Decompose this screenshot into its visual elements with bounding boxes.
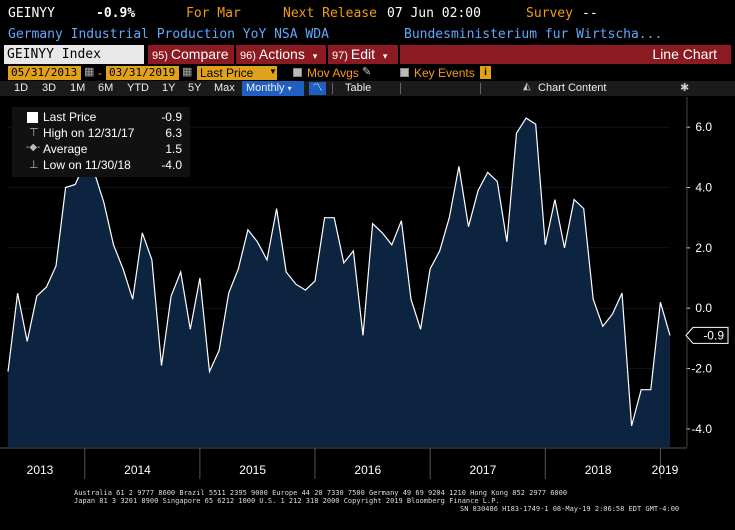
chart-content-icon: ◭ bbox=[523, 81, 531, 92]
y-tick-label: -4.0 bbox=[691, 422, 712, 436]
next-release-label: Next Release bbox=[283, 6, 377, 21]
low-marker-icon: ⊥ bbox=[29, 159, 39, 171]
x-tick-label: 2013 bbox=[27, 463, 54, 477]
survey-value: -- bbox=[582, 6, 598, 21]
separator bbox=[332, 83, 333, 94]
chart-controls: 05/31/2013 ▦ - 03/31/2019 ▦ Last Price ▼… bbox=[0, 65, 735, 81]
x-tick-label: 2019 bbox=[652, 463, 679, 477]
legend-high-label: High on 12/31/17 bbox=[43, 126, 135, 140]
gear-icon[interactable]: ✱ bbox=[680, 82, 690, 94]
range-bar: 1D 3D 1M 6M YTD 1Y 5Y Max Monthly ▾ 〽 Ta… bbox=[0, 81, 735, 96]
last-value-tag bbox=[685, 326, 729, 344]
x-tick-label: 2016 bbox=[354, 463, 381, 477]
x-tick-label: 2017 bbox=[470, 463, 497, 477]
footer: Australia 61 2 9777 8600 Brazil 5511 239… bbox=[0, 485, 735, 530]
actions-button[interactable]: 96) Actions ▾ bbox=[236, 45, 326, 64]
calendar-icon[interactable]: ▦ bbox=[182, 66, 193, 78]
area-fill bbox=[8, 118, 670, 447]
series-line bbox=[7, 117, 671, 427]
field-select-value: Last Price bbox=[200, 66, 254, 80]
footer-contacts-line: Australia 61 2 9777 8600 Brazil 5511 239… bbox=[74, 489, 568, 497]
series-source[interactable]: Bundesministerium fur Wirtscha... bbox=[404, 27, 663, 42]
actions-label: Actions bbox=[258, 46, 305, 62]
calendar-icon[interactable]: ▦ bbox=[84, 66, 95, 78]
line-chart-icon[interactable]: 〽 bbox=[309, 82, 326, 95]
edit-number: 97) bbox=[332, 50, 348, 62]
range-3d[interactable]: 3D bbox=[42, 82, 57, 94]
high-marker-icon: ⊤ bbox=[29, 127, 39, 139]
series-description: Germany Industrial Production YoY NSA WD… bbox=[8, 27, 329, 42]
legend-average-label: Average bbox=[43, 142, 88, 156]
range-1y[interactable]: 1Y bbox=[162, 82, 176, 94]
range-ytd[interactable]: YTD bbox=[127, 82, 149, 94]
average-marker-icon: -◆- bbox=[26, 142, 41, 153]
legend-last-value: -0.9 bbox=[161, 110, 182, 124]
last-price-swatch bbox=[27, 112, 38, 123]
security-input[interactable]: GEINYY Index bbox=[4, 45, 144, 64]
edit-dropdown-icon: ▾ bbox=[382, 51, 388, 61]
date-separator: - bbox=[98, 66, 102, 80]
change-percent: -0.9% bbox=[96, 6, 136, 21]
y-tick-label: 4.0 bbox=[695, 181, 712, 195]
x-tick-label: 2018 bbox=[585, 463, 612, 477]
legend-low-value: -4.0 bbox=[161, 158, 182, 172]
header-row: GEINYY -0.9% For Mar Next Release 07 Jun… bbox=[0, 0, 735, 26]
range-1d[interactable]: 1D bbox=[14, 82, 29, 94]
y-tick-label: -2.0 bbox=[691, 362, 712, 376]
actions-dropdown-icon: ▾ bbox=[312, 51, 318, 61]
footer-copyright-line: Japan 81 3 3201 8900 Singapore 65 6212 1… bbox=[74, 497, 500, 505]
y-tick-label: 0.0 bbox=[695, 301, 712, 315]
frequency-value: Monthly bbox=[246, 82, 285, 94]
end-date-field[interactable]: 03/31/2019 bbox=[106, 66, 179, 80]
separator bbox=[480, 83, 481, 94]
toolbar: GEINYY Index 95) Compare 96) Actions ▾ 97)… bbox=[0, 45, 735, 64]
chevron-down-icon[interactable]: ▼ bbox=[269, 67, 277, 76]
chart-legend: Last Price -0.9 ⊤ High on 12/31/17 6.3 -… bbox=[12, 107, 190, 177]
survey-label: Survey bbox=[526, 6, 573, 21]
next-release-date: 07 Jun 02:00 bbox=[387, 6, 481, 21]
range-5y[interactable]: 5Y bbox=[188, 82, 202, 94]
y-tick-label: 6.0 bbox=[695, 120, 712, 134]
footer-session-line: SN 830486 H183-1749-1 08-May-19 2:06:58 … bbox=[460, 505, 680, 513]
legend-average-value: 1.5 bbox=[165, 142, 182, 156]
compare-number: 95) bbox=[152, 50, 168, 62]
ticker-code: GEINYY bbox=[8, 6, 55, 21]
line-chart: 6.0 4.0 2.0 0.0 -2.0 -4.0 -0.9 2013 2014 2015 201… bbox=[0, 97, 729, 479]
edit-label: Edit bbox=[350, 46, 376, 62]
last-value-label: -0.9 bbox=[703, 328, 724, 342]
pencil-icon[interactable]: ✎ bbox=[362, 66, 372, 78]
chart-type-label: Line Chart bbox=[400, 45, 731, 64]
chart-content-button[interactable]: Chart Content bbox=[538, 82, 607, 94]
info-icon[interactable]: i bbox=[480, 66, 491, 79]
edit-button[interactable]: 97) Edit ▾ bbox=[328, 45, 398, 64]
chevron-down-icon: ▾ bbox=[287, 84, 292, 93]
mov-avgs-label[interactable]: Mov Avgs bbox=[307, 66, 359, 80]
mov-avgs-checkbox[interactable] bbox=[293, 68, 302, 77]
range-1m[interactable]: 1M bbox=[70, 82, 86, 94]
key-events-label[interactable]: Key Events bbox=[414, 66, 475, 80]
y-tick-label: 2.0 bbox=[695, 241, 712, 255]
separator bbox=[400, 83, 401, 94]
legend-high-value: 6.3 bbox=[165, 126, 182, 140]
frequency-select[interactable]: Monthly ▾ bbox=[242, 81, 304, 96]
legend-last-label: Last Price bbox=[43, 110, 97, 124]
actions-number: 96) bbox=[240, 50, 256, 62]
compare-button[interactable]: 95) Compare bbox=[148, 45, 234, 64]
key-events-checkbox[interactable] bbox=[400, 68, 409, 77]
compare-label: Compare bbox=[170, 46, 229, 62]
description-row: Germany Industrial Production YoY NSA WD… bbox=[0, 26, 735, 44]
range-max[interactable]: Max bbox=[214, 82, 235, 94]
x-tick-label: 2014 bbox=[124, 463, 151, 477]
chart-panel: 6.0 4.0 2.0 0.0 -2.0 -4.0 -0.9 2013 2014 2015 201… bbox=[0, 97, 735, 485]
field-select[interactable]: Last Price bbox=[197, 66, 277, 80]
legend-low-label: Low on 11/30/18 bbox=[43, 158, 131, 172]
range-6m[interactable]: 6M bbox=[98, 82, 114, 94]
table-button[interactable]: Table bbox=[345, 82, 372, 94]
period-label: For Mar bbox=[186, 6, 241, 21]
start-date-field[interactable]: 05/31/2013 bbox=[8, 66, 81, 80]
x-tick-label: 2015 bbox=[239, 463, 266, 477]
